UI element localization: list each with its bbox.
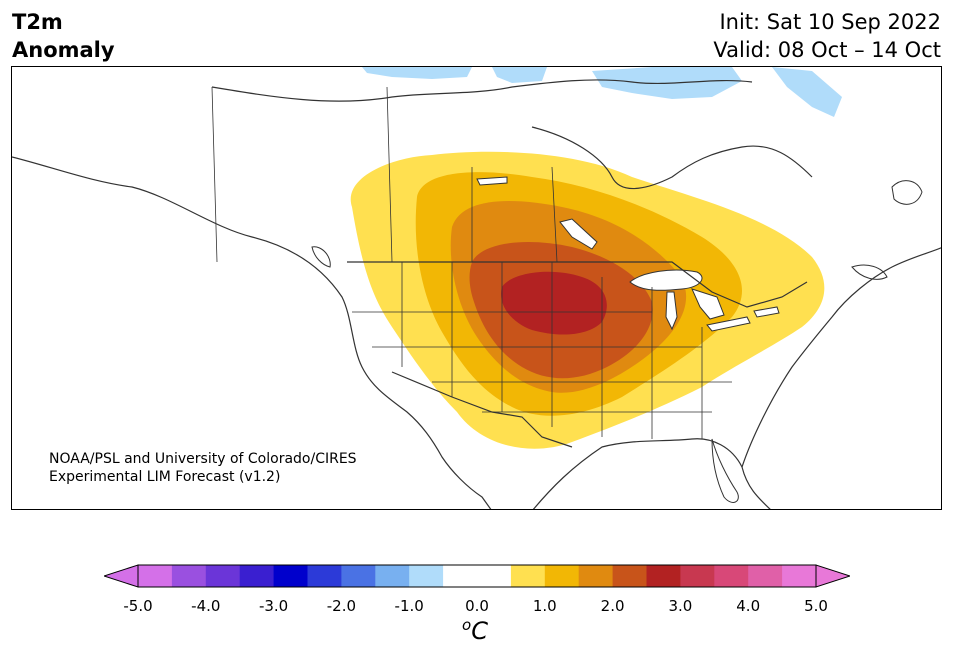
us-mexico-border bbox=[391, 371, 573, 448]
colorbar-outline bbox=[137, 564, 817, 588]
cold-patch-2 bbox=[492, 67, 547, 83]
valid-dates: Valid: 08 Oct – 14 Oct bbox=[713, 38, 941, 62]
colorbar-over-arrow bbox=[815, 564, 850, 588]
colorbar-segment bbox=[205, 565, 241, 587]
vancouver-island bbox=[311, 246, 331, 268]
atlantic-coast bbox=[741, 247, 941, 468]
cold-patch-4 bbox=[772, 67, 842, 117]
colorbar-under-arrow bbox=[104, 564, 139, 588]
colorbar-tick-label: -1.0 bbox=[394, 597, 424, 615]
colorbar-tick-label: -3.0 bbox=[258, 597, 289, 615]
colorbar-segment bbox=[307, 565, 342, 587]
florida bbox=[711, 438, 739, 503]
colorbar-segment bbox=[375, 565, 410, 587]
colorbar-segment bbox=[578, 565, 614, 587]
forecast-dates: Init: Sat 10 Sep 2022 Valid: 08 Oct – 14… bbox=[713, 8, 941, 64]
state-line-1 bbox=[401, 262, 703, 439]
credit-line-1: NOAA/PSL and University of Colorado/CIRE… bbox=[49, 451, 357, 467]
credit-line-2: Experimental LIM Forecast (v1.2) bbox=[49, 469, 281, 485]
title-line-2: Anomaly bbox=[12, 38, 115, 62]
cold-patch-1 bbox=[362, 67, 472, 79]
anomaly-map bbox=[12, 67, 941, 509]
colorbar-segment bbox=[239, 565, 275, 587]
lake-huron bbox=[691, 288, 725, 320]
colorbar-segment bbox=[680, 565, 715, 587]
arctic-coast bbox=[211, 79, 753, 102]
hudson-bay-coast bbox=[531, 126, 813, 190]
colorbar bbox=[104, 564, 850, 588]
unit-base: C bbox=[471, 617, 488, 645]
colorbar-tick-label: 1.0 bbox=[532, 597, 557, 615]
lake-michigan bbox=[665, 291, 678, 331]
unit-superscript: o bbox=[462, 616, 472, 634]
colorbar-segment bbox=[138, 565, 173, 587]
colorbar-tick-label: 0.0 bbox=[465, 597, 489, 615]
init-date: Init: Sat 10 Sep 2022 bbox=[719, 10, 941, 34]
colorbar-segment bbox=[341, 565, 376, 587]
us-canada-border bbox=[347, 261, 808, 308]
colorbar-segment bbox=[443, 565, 478, 587]
colorbar-segment bbox=[510, 565, 546, 587]
cold-anomaly-patches bbox=[362, 67, 842, 117]
colorbar-tick-label: 5.0 bbox=[804, 597, 828, 615]
boundaries bbox=[12, 79, 941, 509]
colorbar-tick-label: -2.0 bbox=[326, 597, 357, 615]
colorbar-tick-label: 4.0 bbox=[736, 597, 761, 615]
lake-winnipeg bbox=[559, 218, 598, 250]
colorbar-segment bbox=[171, 565, 207, 587]
lake-ontario bbox=[753, 306, 780, 318]
colorbar-segment bbox=[612, 565, 647, 587]
colorbar-segment bbox=[477, 565, 512, 587]
great-lakes bbox=[476, 176, 780, 332]
colorbar-tick-label: 3.0 bbox=[668, 597, 693, 615]
colorbar-segment bbox=[714, 565, 749, 587]
pacific-coast bbox=[12, 156, 492, 509]
lake-erie bbox=[706, 316, 751, 332]
colorbar-segments bbox=[138, 565, 817, 587]
colorbar-segment bbox=[544, 565, 580, 587]
colorbar-segment bbox=[748, 565, 783, 587]
colorbar-segment bbox=[409, 565, 444, 587]
map-title: T2m Anomaly bbox=[12, 8, 115, 64]
newfoundland bbox=[891, 180, 923, 205]
state-line-2 bbox=[352, 311, 732, 413]
lake-superior bbox=[629, 269, 703, 291]
coast-detail bbox=[311, 180, 923, 503]
province-lines bbox=[211, 86, 558, 263]
colorbar-tick-label: -5.0 bbox=[123, 597, 153, 615]
contour-level-5 bbox=[501, 271, 607, 335]
colorbar-tick-label: -4.0 bbox=[191, 597, 221, 615]
gulf-coast bbox=[532, 438, 771, 509]
colorbar-segment bbox=[782, 565, 817, 587]
colorbar-unit: oC bbox=[462, 616, 488, 645]
colorbar-segment bbox=[273, 565, 308, 587]
lake-athabasca bbox=[476, 176, 508, 186]
title-line-1: T2m bbox=[12, 10, 63, 34]
credit-text: NOAA/PSL and University of Colorado/CIRE… bbox=[49, 450, 357, 486]
colorbar-segment bbox=[646, 565, 681, 587]
colorbar-tick-label: 2.0 bbox=[600, 597, 625, 615]
map-panel: NOAA/PSL and University of Colorado/CIRE… bbox=[11, 66, 942, 510]
nova-scotia bbox=[851, 264, 888, 280]
warm-anomaly-contours bbox=[350, 151, 825, 449]
